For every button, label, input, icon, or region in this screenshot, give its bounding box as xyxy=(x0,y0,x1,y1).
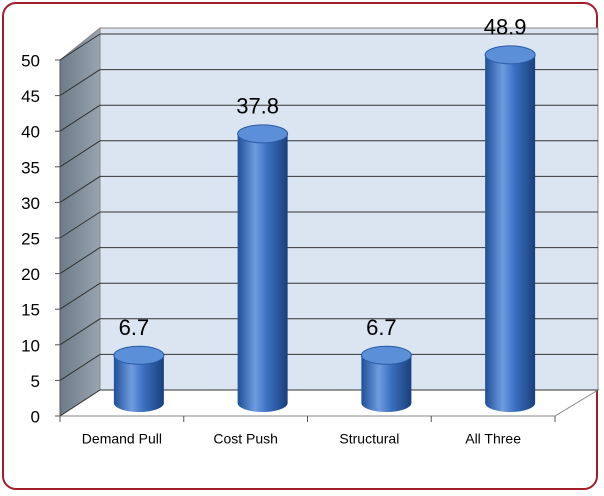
bar-part xyxy=(113,355,164,412)
x-tick-label: All Three xyxy=(465,431,521,447)
y-tick-label: 40 xyxy=(21,123,40,142)
y-tick-label: 20 xyxy=(21,265,40,284)
grid-line xyxy=(59,353,101,381)
bar-part xyxy=(484,45,536,65)
bar-part xyxy=(361,355,412,412)
y-tick-label: 45 xyxy=(21,87,40,106)
bar-part xyxy=(237,133,288,412)
y-tick-label: 30 xyxy=(21,194,40,213)
grid-line xyxy=(59,247,101,275)
bar-part xyxy=(237,124,289,144)
y-tick-label: 5 xyxy=(31,372,40,391)
bar-part xyxy=(113,345,165,365)
grid-line xyxy=(59,104,101,132)
data-label: 37.8 xyxy=(236,94,279,119)
bar xyxy=(360,345,412,412)
grid-line xyxy=(59,33,101,61)
bar-part xyxy=(485,54,536,412)
y-tick-label: 35 xyxy=(21,158,40,177)
bar xyxy=(484,45,536,412)
data-label: 48.9 xyxy=(484,15,527,40)
x-tick-label: Structural xyxy=(339,431,399,447)
bar-part xyxy=(360,345,412,365)
grid-line xyxy=(59,211,101,239)
grid-line xyxy=(59,175,101,203)
bar xyxy=(113,345,165,412)
data-label: 6.7 xyxy=(366,315,397,340)
data-label: 6.7 xyxy=(119,315,150,340)
x-tick-label: Demand Pull xyxy=(82,431,162,447)
x-tick-label: Cost Push xyxy=(213,431,278,447)
y-tick-label: 10 xyxy=(21,336,40,355)
grid-line xyxy=(59,140,101,168)
grid-line xyxy=(59,318,101,346)
y-tick-label: 50 xyxy=(21,51,40,70)
bar xyxy=(237,124,289,412)
y-tick-label: 25 xyxy=(21,229,40,248)
y-tick-label: 0 xyxy=(31,407,40,426)
grid-line xyxy=(59,282,101,310)
y-tick-label: 15 xyxy=(21,301,40,320)
grid-line xyxy=(59,389,101,417)
grid-line xyxy=(59,69,101,97)
